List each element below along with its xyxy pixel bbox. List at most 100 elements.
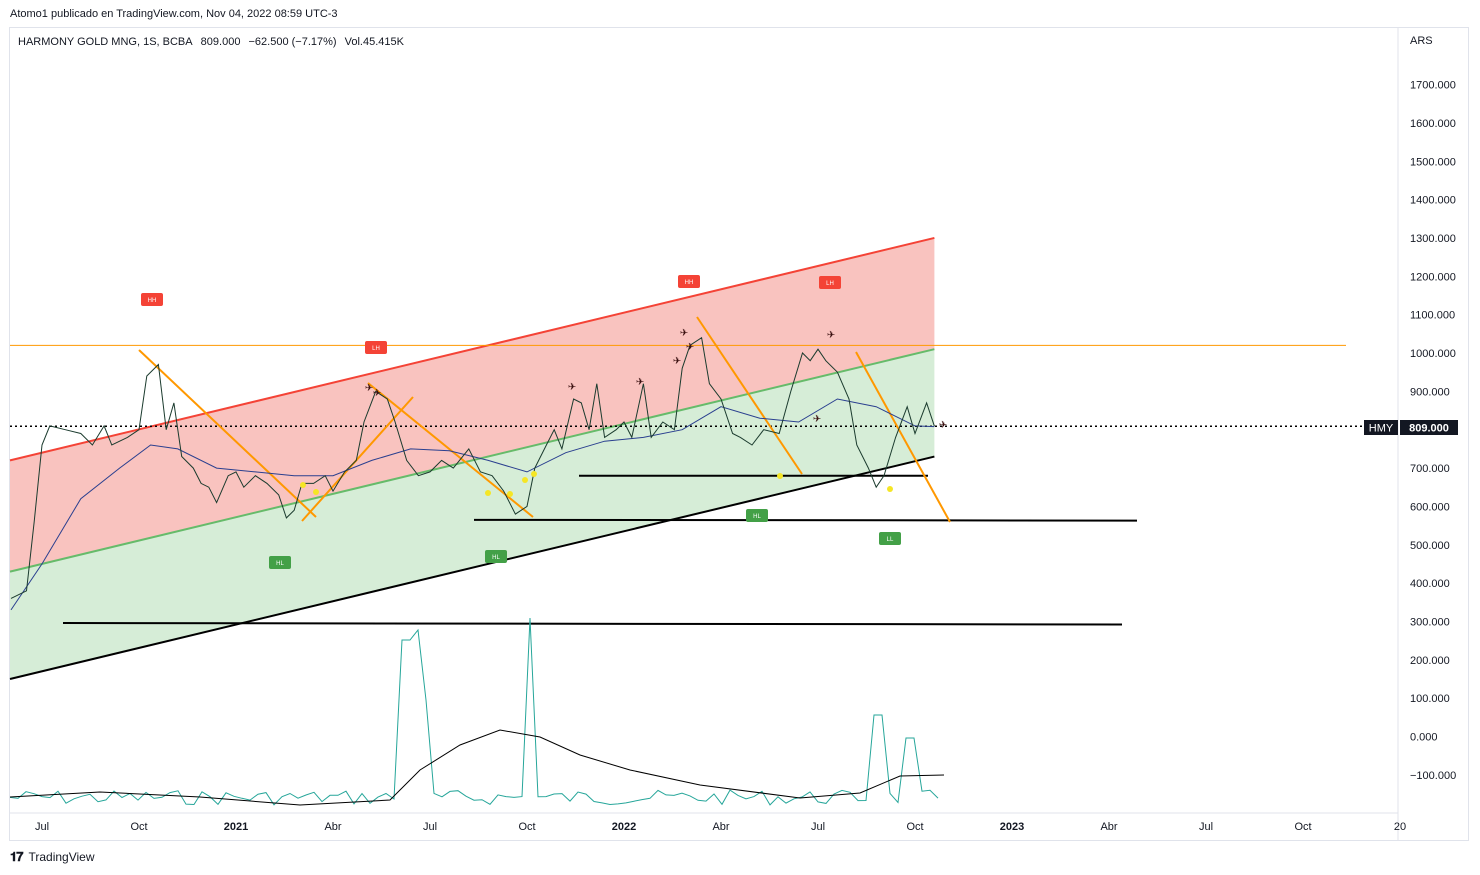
airplane-marker-icon-2: ✈ bbox=[373, 388, 381, 399]
channel-zones bbox=[9, 236, 935, 680]
x-tick-label: Jul bbox=[1199, 821, 1213, 833]
footer-brand-text: TradingView bbox=[28, 850, 95, 864]
ticker-text: HMY bbox=[1369, 423, 1394, 435]
flag-label: LH bbox=[372, 346, 380, 352]
y-tick-label: 1400.000 bbox=[1410, 195, 1456, 207]
footer-brand[interactable]: 𝟏𝟕 TradingView bbox=[10, 849, 95, 865]
chart-frame[interactable] bbox=[9, 27, 1469, 841]
flag-label: HL bbox=[492, 555, 500, 561]
publisher-header: Atomo1 publicado en TradingView.com, Nov… bbox=[10, 8, 338, 20]
airplane-marker-icon-5: ✈ bbox=[680, 328, 688, 339]
airplane-marker-icon-7: ✈ bbox=[686, 342, 694, 353]
flag-box bbox=[819, 276, 841, 289]
yellow-signal-dot-8 bbox=[887, 486, 893, 492]
ticker-badge bbox=[1364, 420, 1398, 435]
airplane-marker-icon-4: ✈ bbox=[636, 377, 644, 388]
last-price-label: HMY 809.000 bbox=[1364, 420, 1458, 435]
price-line bbox=[10, 336, 935, 599]
x-tick-label: Abr bbox=[712, 821, 729, 833]
y-tick-label: 1300.000 bbox=[1410, 233, 1456, 245]
volume-oscillator bbox=[9, 617, 945, 806]
airplane-marker-icon-9: ✈ bbox=[813, 414, 821, 425]
flag-box bbox=[269, 556, 291, 569]
price-badge bbox=[1400, 420, 1458, 435]
support-line-565 bbox=[473, 518, 1138, 522]
y-tick-label: 1100.000 bbox=[1410, 310, 1455, 322]
airplane-marker-icon-6: ✈ bbox=[673, 356, 681, 367]
airplane-marker-icon-8: ✈ bbox=[827, 330, 835, 341]
y-tick-label: 500.000 bbox=[1410, 540, 1450, 552]
channel-mid-line bbox=[9, 348, 935, 573]
currency-label[interactable]: ARS bbox=[1410, 35, 1433, 47]
flag-box bbox=[485, 550, 507, 563]
y-tick-label: 0.000 bbox=[1410, 732, 1438, 744]
ma-line bbox=[10, 398, 935, 611]
yellow-signal-dot-7 bbox=[777, 473, 783, 479]
orange-trend-line-5 bbox=[855, 351, 951, 523]
legend-symbol[interactable]: HARMONY GOLD MNG, 1S, BCBA bbox=[18, 36, 193, 48]
signal-flag-hl-5: HL bbox=[269, 556, 291, 569]
yellow-signal-dot-5 bbox=[522, 477, 528, 483]
flag-box bbox=[879, 532, 901, 545]
channel-lower-line bbox=[9, 455, 935, 680]
y-tick-label: 700.000 bbox=[1410, 463, 1450, 475]
y-tick-label: −100.000 bbox=[1410, 770, 1456, 782]
signal-flag-hh-3: HH bbox=[678, 275, 700, 288]
yellow-signal-dot-6 bbox=[531, 471, 537, 477]
x-tick-label: Oct bbox=[906, 821, 923, 833]
flag-box bbox=[678, 275, 700, 288]
airplane-marker-icon-1: ✈ bbox=[365, 383, 373, 394]
yellow-signal-dot-2 bbox=[313, 489, 319, 495]
signal-flag-lh-4: LH bbox=[819, 276, 841, 289]
x-tick-label: Abr bbox=[1100, 821, 1117, 833]
chart-legend: HARMONY GOLD MNG, 1S, BCBA 809.000 −62.5… bbox=[18, 36, 409, 48]
flag-label: HH bbox=[685, 280, 694, 286]
orange-trend-line-4 bbox=[696, 316, 803, 475]
y-tick-label: 200.000 bbox=[1410, 655, 1450, 667]
legend-volume: Vol.45.415K bbox=[344, 36, 404, 48]
flag-label: HL bbox=[276, 561, 284, 567]
x-tick-label: Oct bbox=[518, 821, 535, 833]
signal-flag-hl-6: HL bbox=[485, 550, 507, 563]
x-tick-label: Jul bbox=[811, 821, 825, 833]
x-tick-label: 2021 bbox=[224, 821, 248, 833]
price-series bbox=[10, 336, 935, 599]
flag-label: LL bbox=[887, 537, 894, 543]
x-tick-label: 2022 bbox=[612, 821, 636, 833]
x-tick-label: Jul bbox=[423, 821, 437, 833]
y-tick-label: 1500.000 bbox=[1410, 156, 1456, 168]
legend-price: 809.000 bbox=[200, 36, 241, 48]
orange-trend-line-3 bbox=[301, 396, 414, 522]
x-tick-label: Abr bbox=[324, 821, 341, 833]
yellow-signal-dot-3 bbox=[485, 490, 491, 496]
x-tick-label: Oct bbox=[1294, 821, 1311, 833]
tradingview-logo-icon: 𝟏𝟕 bbox=[10, 849, 24, 864]
y-tick-label: 100.000 bbox=[1410, 693, 1450, 705]
y-tick-label: 1600.000 bbox=[1410, 118, 1456, 130]
airplane-marker-icon-10: ✈ bbox=[939, 420, 947, 431]
orange-trend-line-1 bbox=[138, 349, 317, 518]
y-tick-label: 1700.000 bbox=[1410, 80, 1456, 92]
x-tick-label: Oct bbox=[130, 821, 147, 833]
reference-lines bbox=[10, 344, 1398, 626]
x-axis[interactable]: Jul Oct 2021 Abr Jul Oct 2022 Abr Jul Oct 2023 Abr J… bbox=[10, 812, 1406, 833]
flag-label: HL bbox=[753, 514, 761, 520]
oscillator-signal-line bbox=[9, 729, 945, 806]
x-tick-label: 2023 bbox=[1000, 821, 1024, 833]
channel-upper-line bbox=[9, 236, 935, 462]
support-line-296 bbox=[62, 621, 1123, 626]
flag-box bbox=[141, 293, 163, 306]
red-zone bbox=[10, 237, 935, 572]
yellow-signal-dot-1 bbox=[300, 482, 306, 488]
y-tick-label: 1200.000 bbox=[1410, 271, 1456, 283]
price-badge-text: 809.000 bbox=[1409, 423, 1449, 435]
signal-flag-hh-1: HH bbox=[141, 293, 163, 306]
flag-label: HH bbox=[148, 298, 157, 304]
flag-box bbox=[365, 341, 387, 354]
flag-label: LH bbox=[826, 281, 834, 287]
y-tick-label: 300.000 bbox=[1410, 616, 1450, 628]
airplane-marker-icon-3: ✈ bbox=[568, 382, 576, 393]
y-tick-label: 1000.000 bbox=[1410, 348, 1456, 360]
